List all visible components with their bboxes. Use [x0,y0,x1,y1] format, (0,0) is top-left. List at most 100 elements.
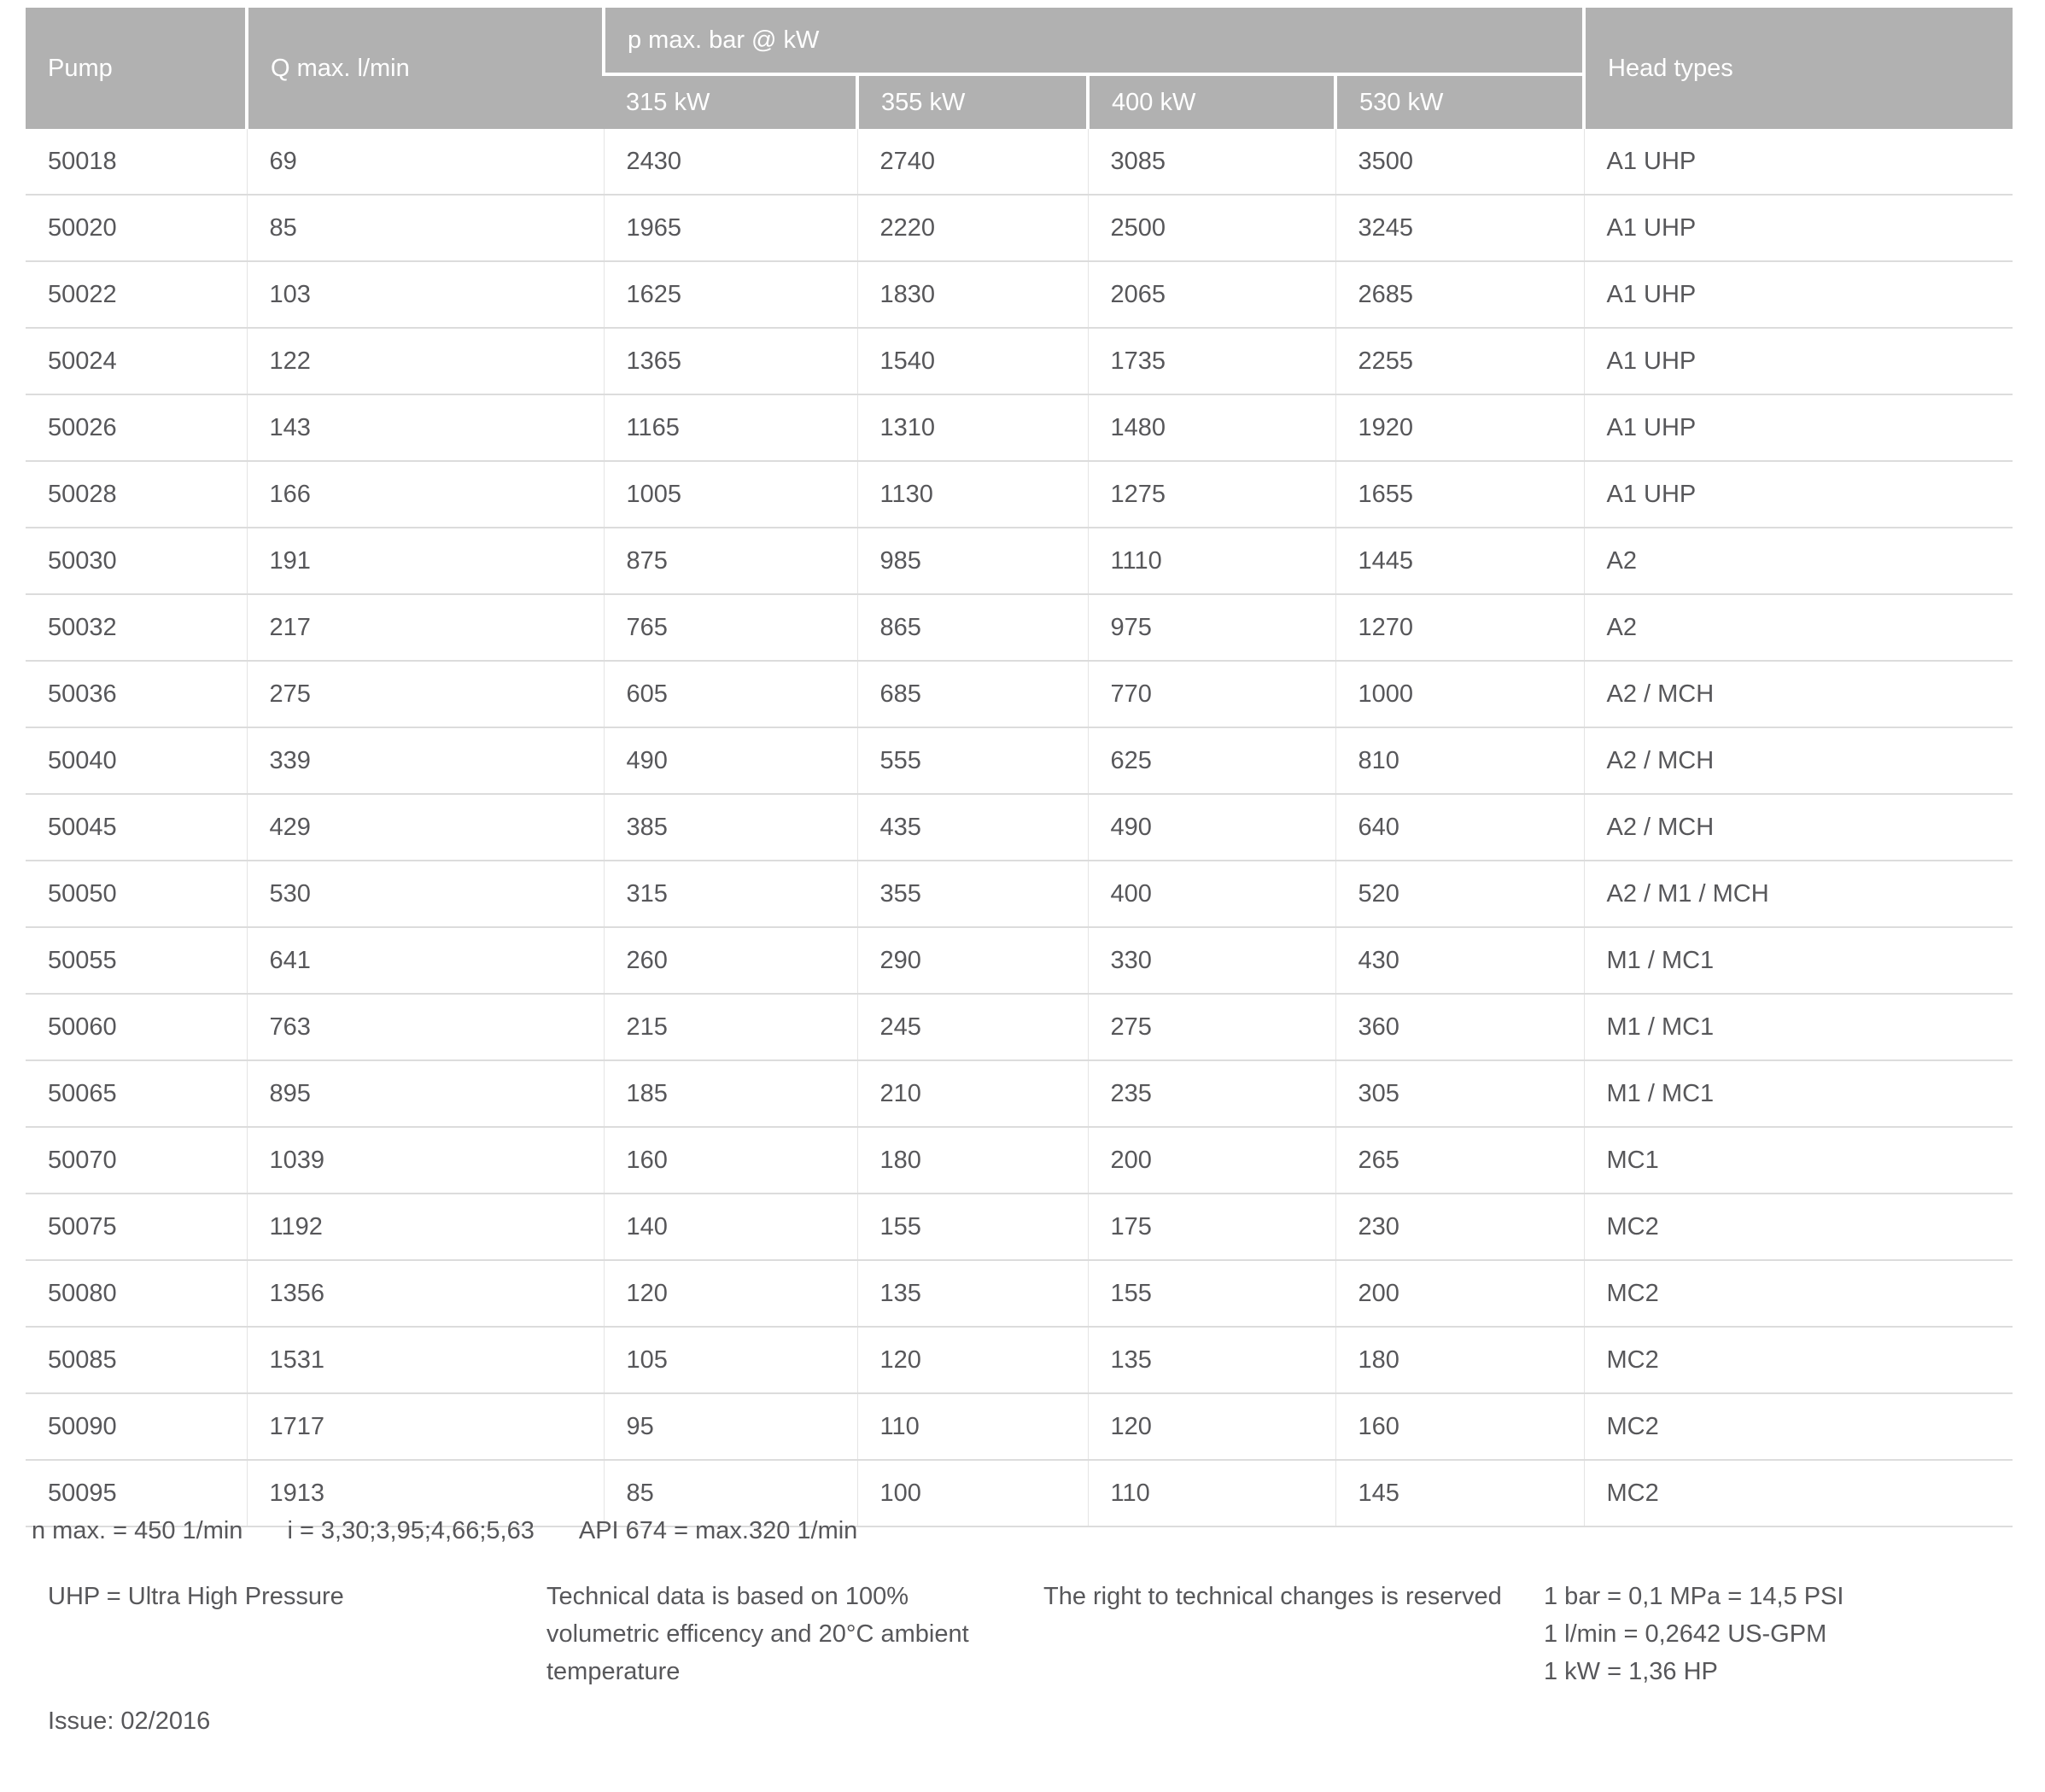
p-cell: 110 [856,1392,1088,1460]
p-cell: 810 [1335,727,1584,794]
p-cell: 215 [603,993,857,1060]
p-cell: 245 [856,993,1088,1060]
p-cell: 305 [1335,1059,1584,1127]
table-row: 50028 166 1005 1130 1275 1655 A1 UHP [26,460,2013,528]
p-cell: 2740 [856,129,1088,195]
p-cell: 975 [1087,593,1335,661]
p-cell: 160 [603,1126,857,1194]
p-cell: 200 [1335,1259,1584,1327]
p-cell: 135 [856,1259,1088,1327]
p-cell: 1275 [1087,460,1335,528]
head-cell: A2 / MCH [1583,660,2013,727]
table-row: 50040 339 490 555 625 810 A2 / MCH [26,727,2013,794]
pump-cell: 50065 [26,1059,247,1127]
p-cell: 180 [1335,1326,1584,1393]
p-cell: 3500 [1335,129,1584,195]
table-row: 50070 1039 160 180 200 265 MC1 [26,1126,2013,1194]
q-cell: 1717 [246,1392,604,1460]
p-cell: 355 [856,860,1088,927]
footnote-technical-line: temperature [546,1658,681,1685]
q-cell: 429 [246,793,604,861]
p-cell: 765 [603,593,857,661]
q-cell: 122 [246,327,604,394]
p-cell: 175 [1087,1193,1335,1260]
pump-cell: 50020 [26,194,247,261]
footnote-technical-line: Technical data is based on 100% [546,1583,909,1610]
p-cell: 265 [1335,1126,1584,1194]
footnote-technical-data: Technical data is based on 100% volumetr… [546,1578,969,1690]
q-cell: 103 [246,260,604,328]
header-kw-400: 400 kW [1086,73,1335,129]
head-cell: A1 UHP [1583,129,2013,195]
head-cell: A1 UHP [1583,260,2013,328]
p-cell: 2220 [856,194,1088,261]
pump-cell: 50022 [26,260,247,328]
head-cell: MC2 [1583,1459,2013,1527]
p-cell: 1735 [1087,327,1335,394]
pump-cell: 50075 [26,1193,247,1260]
p-cell: 1110 [1087,527,1335,594]
q-cell: 895 [246,1059,604,1127]
q-cell: 1192 [246,1193,604,1260]
p-cell: 230 [1335,1193,1584,1260]
head-cell: A2 [1583,527,2013,594]
p-cell: 1165 [603,394,857,461]
p-cell: 1445 [1335,527,1584,594]
pump-cell: 50080 [26,1259,247,1327]
footnote-i-ratios: i = 3,30;3,95;4,66;5,63 [287,1517,535,1544]
footnote-rights: The right to technical changes is reserv… [1043,1583,1502,1610]
head-cell: MC2 [1583,1326,2013,1393]
q-cell: 1356 [246,1259,604,1327]
head-cell: MC2 [1583,1259,2013,1327]
p-cell: 2685 [1335,260,1584,328]
pump-cell: 50045 [26,793,247,861]
p-cell: 235 [1087,1059,1335,1127]
pump-cell: 50024 [26,327,247,394]
q-cell: 143 [246,394,604,461]
p-cell: 1540 [856,327,1088,394]
p-cell: 360 [1335,993,1584,1060]
p-cell: 210 [856,1059,1088,1127]
head-cell: A2 [1583,593,2013,661]
p-cell: 85 [603,1459,857,1527]
table-row: 50095 1913 85 100 110 145 MC2 [26,1459,2013,1527]
header-row-kw: 315 kW 355 kW 400 kW 530 kW [26,73,2013,129]
footnote-uhp: UHP = Ultra High Pressure [48,1583,344,1610]
q-cell: 191 [246,527,604,594]
table-row: 50030 191 875 985 1110 1445 A2 [26,527,2013,594]
q-cell: 1531 [246,1326,604,1393]
q-cell: 85 [246,194,604,261]
header-q-max: Q max. l/min [245,8,604,129]
head-cell: A1 UHP [1583,394,2013,461]
p-cell: 1365 [603,327,857,394]
p-cell: 685 [856,660,1088,727]
p-cell: 105 [603,1326,857,1393]
p-cell: 2430 [603,129,857,195]
p-cell: 290 [856,926,1088,994]
pump-cell: 50030 [26,527,247,594]
p-cell: 640 [1335,793,1584,861]
head-cell: M1 / MC1 [1583,993,2013,1060]
p-cell: 430 [1335,926,1584,994]
p-cell: 2500 [1087,194,1335,261]
p-cell: 185 [603,1059,857,1127]
q-cell: 339 [246,727,604,794]
p-cell: 605 [603,660,857,727]
table-row: 50085 1531 105 120 135 180 MC2 [26,1326,2013,1393]
header-head-types: Head types [1582,8,2013,129]
table-row: 50050 530 315 355 400 520 A2 / M1 / MCH [26,860,2013,927]
p-cell: 3245 [1335,194,1584,261]
footnote-conversion-line: 1 l/min = 0,2642 US-GPM [1544,1620,1827,1648]
p-cell: 1130 [856,460,1088,528]
p-cell: 520 [1335,860,1584,927]
footnote-conversions: 1 bar = 0,1 MPa = 14,5 PSI 1 l/min = 0,2… [1544,1578,1843,1690]
p-cell: 160 [1335,1392,1584,1460]
table-row: 50060 763 215 245 275 360 M1 / MC1 [26,993,2013,1060]
p-cell: 1310 [856,394,1088,461]
pump-cell: 50028 [26,460,247,528]
p-cell: 625 [1087,727,1335,794]
head-cell: M1 / MC1 [1583,926,2013,994]
pump-cell: 50055 [26,926,247,994]
p-cell: 145 [1335,1459,1584,1527]
p-cell: 315 [603,860,857,927]
